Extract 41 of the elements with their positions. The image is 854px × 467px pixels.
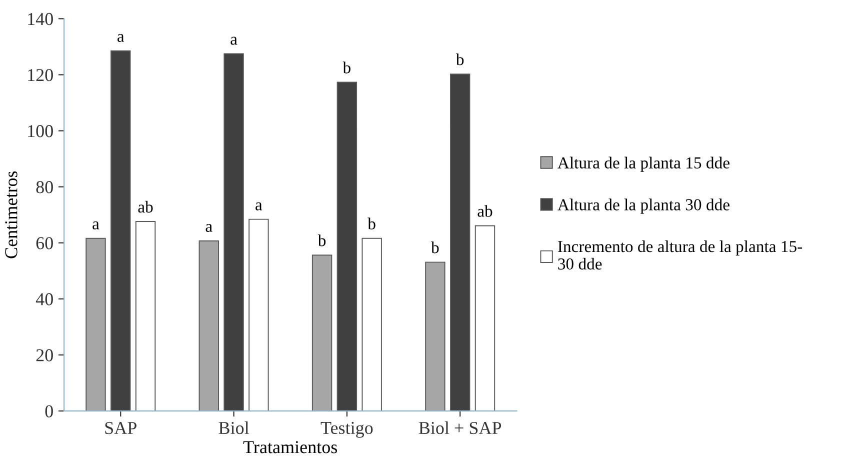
data-label: b bbox=[342, 62, 350, 74]
y-tick-label: 40 bbox=[36, 293, 53, 306]
data-label: b bbox=[456, 53, 464, 66]
bar bbox=[336, 82, 358, 411]
data-label: a bbox=[230, 36, 238, 45]
bar bbox=[312, 254, 332, 411]
y-tick-label: 0 bbox=[45, 405, 53, 418]
bar bbox=[248, 218, 269, 411]
y-tick-label: 20 bbox=[36, 349, 53, 362]
data-label: a bbox=[92, 221, 100, 230]
data-label: b bbox=[318, 234, 326, 246]
y-tick-label: 100 bbox=[28, 125, 53, 138]
bar bbox=[224, 53, 244, 411]
y-tick-label: 120 bbox=[28, 68, 53, 82]
x-tick-label: Testigo bbox=[320, 422, 373, 438]
y-axis-title: Centimetros bbox=[5, 171, 18, 258]
bar bbox=[86, 238, 106, 411]
legend-label: Altura de la planta 15 dde bbox=[558, 156, 730, 172]
x-axis-title: Tratamientos bbox=[243, 441, 338, 454]
y-tick-label: 60 bbox=[36, 237, 53, 250]
legend-label: Incremento de altura de la planta 15- 30 dde bbox=[558, 240, 802, 270]
bar bbox=[110, 50, 131, 411]
x-tick-label: Biol bbox=[218, 421, 249, 434]
x-tick-label: SAP bbox=[105, 422, 136, 434]
data-label: a bbox=[118, 34, 124, 42]
data-label: a bbox=[256, 202, 262, 210]
y-tick-label: 80 bbox=[36, 181, 53, 194]
y-tick-label: 140 bbox=[28, 12, 53, 26]
bar bbox=[425, 262, 446, 411]
bar bbox=[450, 74, 470, 411]
data-label: b bbox=[368, 218, 376, 230]
bar bbox=[362, 238, 382, 411]
data-label: b bbox=[431, 242, 439, 254]
data-label: a bbox=[206, 224, 212, 232]
legend-label: Altura de la planta 30 dde bbox=[558, 198, 730, 214]
bar bbox=[198, 240, 219, 411]
bar bbox=[474, 225, 496, 411]
data-label: ab bbox=[478, 205, 492, 217]
bar bbox=[135, 221, 156, 411]
x-tick-label: Biol + SAP bbox=[418, 421, 502, 434]
data-label: ab bbox=[138, 200, 153, 213]
